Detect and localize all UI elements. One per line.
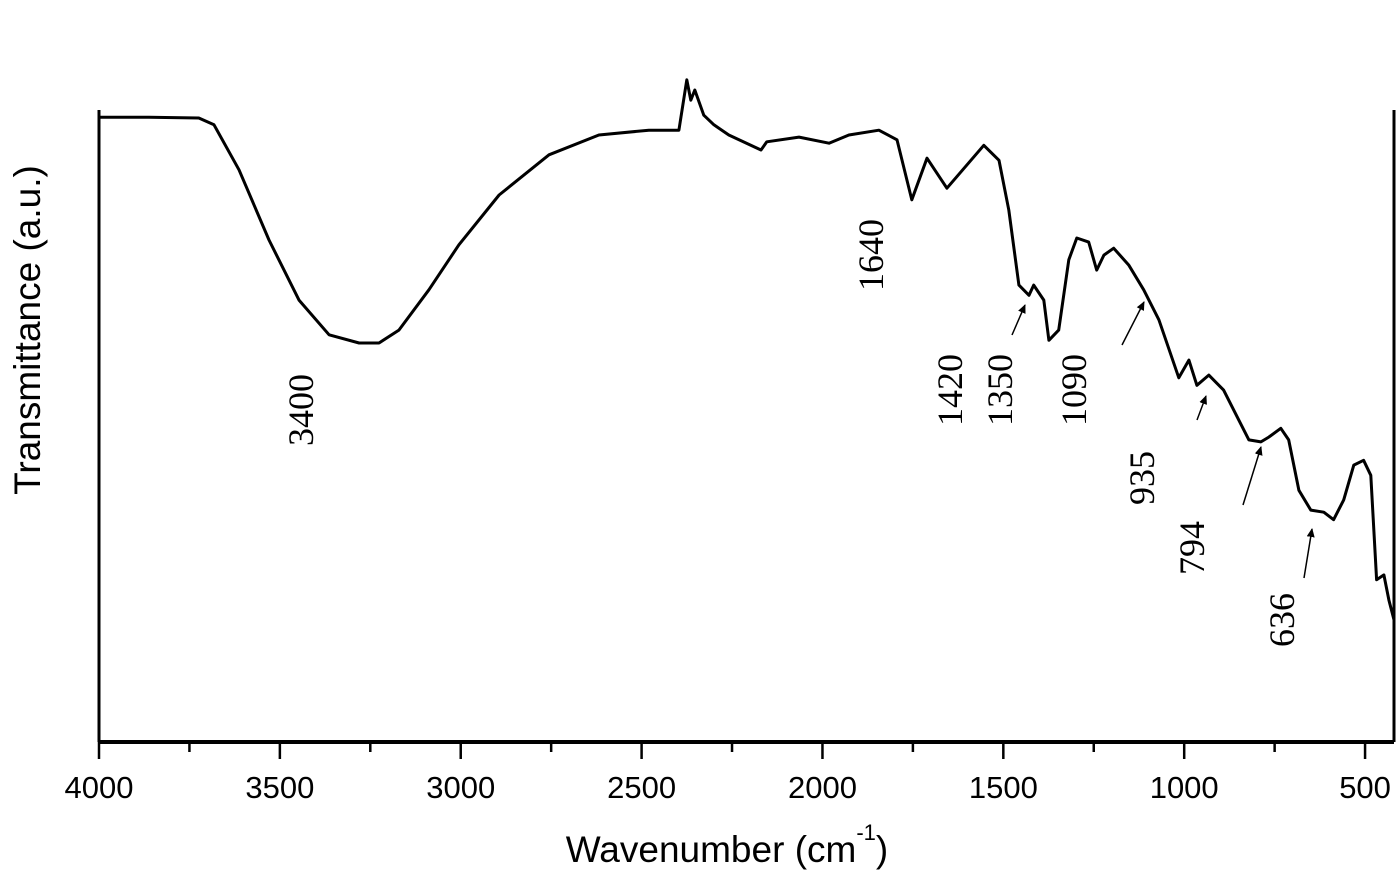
x-axis-title-text: Wavenumber (cm bbox=[566, 829, 857, 870]
spectrum-line bbox=[99, 78, 1396, 621]
peak-label: 1090 bbox=[1054, 354, 1094, 426]
x-tick-label: 3500 bbox=[245, 770, 314, 805]
peak-arrow bbox=[1303, 528, 1315, 579]
x-tick-label: 500 bbox=[1339, 770, 1391, 805]
x-tick-label: 2000 bbox=[788, 770, 857, 805]
peak-label: 3400 bbox=[281, 374, 321, 446]
peak-arrow bbox=[1242, 446, 1263, 506]
x-axis-title: Wavenumber (cm-1) bbox=[566, 820, 888, 870]
peak-arrow bbox=[1011, 304, 1026, 336]
x-tick-label: 2500 bbox=[607, 770, 676, 805]
y-axis-title: Transmittance (a.u.) bbox=[7, 165, 48, 495]
x-ticks: 4000 3500 3000 2500 2000 1500 1000 500 bbox=[65, 742, 1391, 805]
peak-label: 1640 bbox=[851, 219, 891, 291]
peak-label: 1420 bbox=[930, 354, 970, 426]
x-tick-label: 1000 bbox=[1150, 770, 1219, 805]
peak-label: 935 bbox=[1122, 451, 1162, 505]
peak-label: 1350 bbox=[980, 354, 1020, 426]
peak-label: 636 bbox=[1262, 593, 1302, 647]
peak-arrow bbox=[1121, 301, 1145, 346]
peak-arrow bbox=[1196, 395, 1207, 421]
x-axis-title-close: ) bbox=[876, 829, 888, 870]
x-tick-label: 1500 bbox=[969, 770, 1038, 805]
peak-label: 794 bbox=[1172, 521, 1212, 575]
x-tick-label: 3000 bbox=[426, 770, 495, 805]
axes bbox=[97, 110, 1396, 744]
x-tick-label: 4000 bbox=[65, 770, 134, 805]
x-axis-title-superscript: -1 bbox=[856, 820, 876, 845]
